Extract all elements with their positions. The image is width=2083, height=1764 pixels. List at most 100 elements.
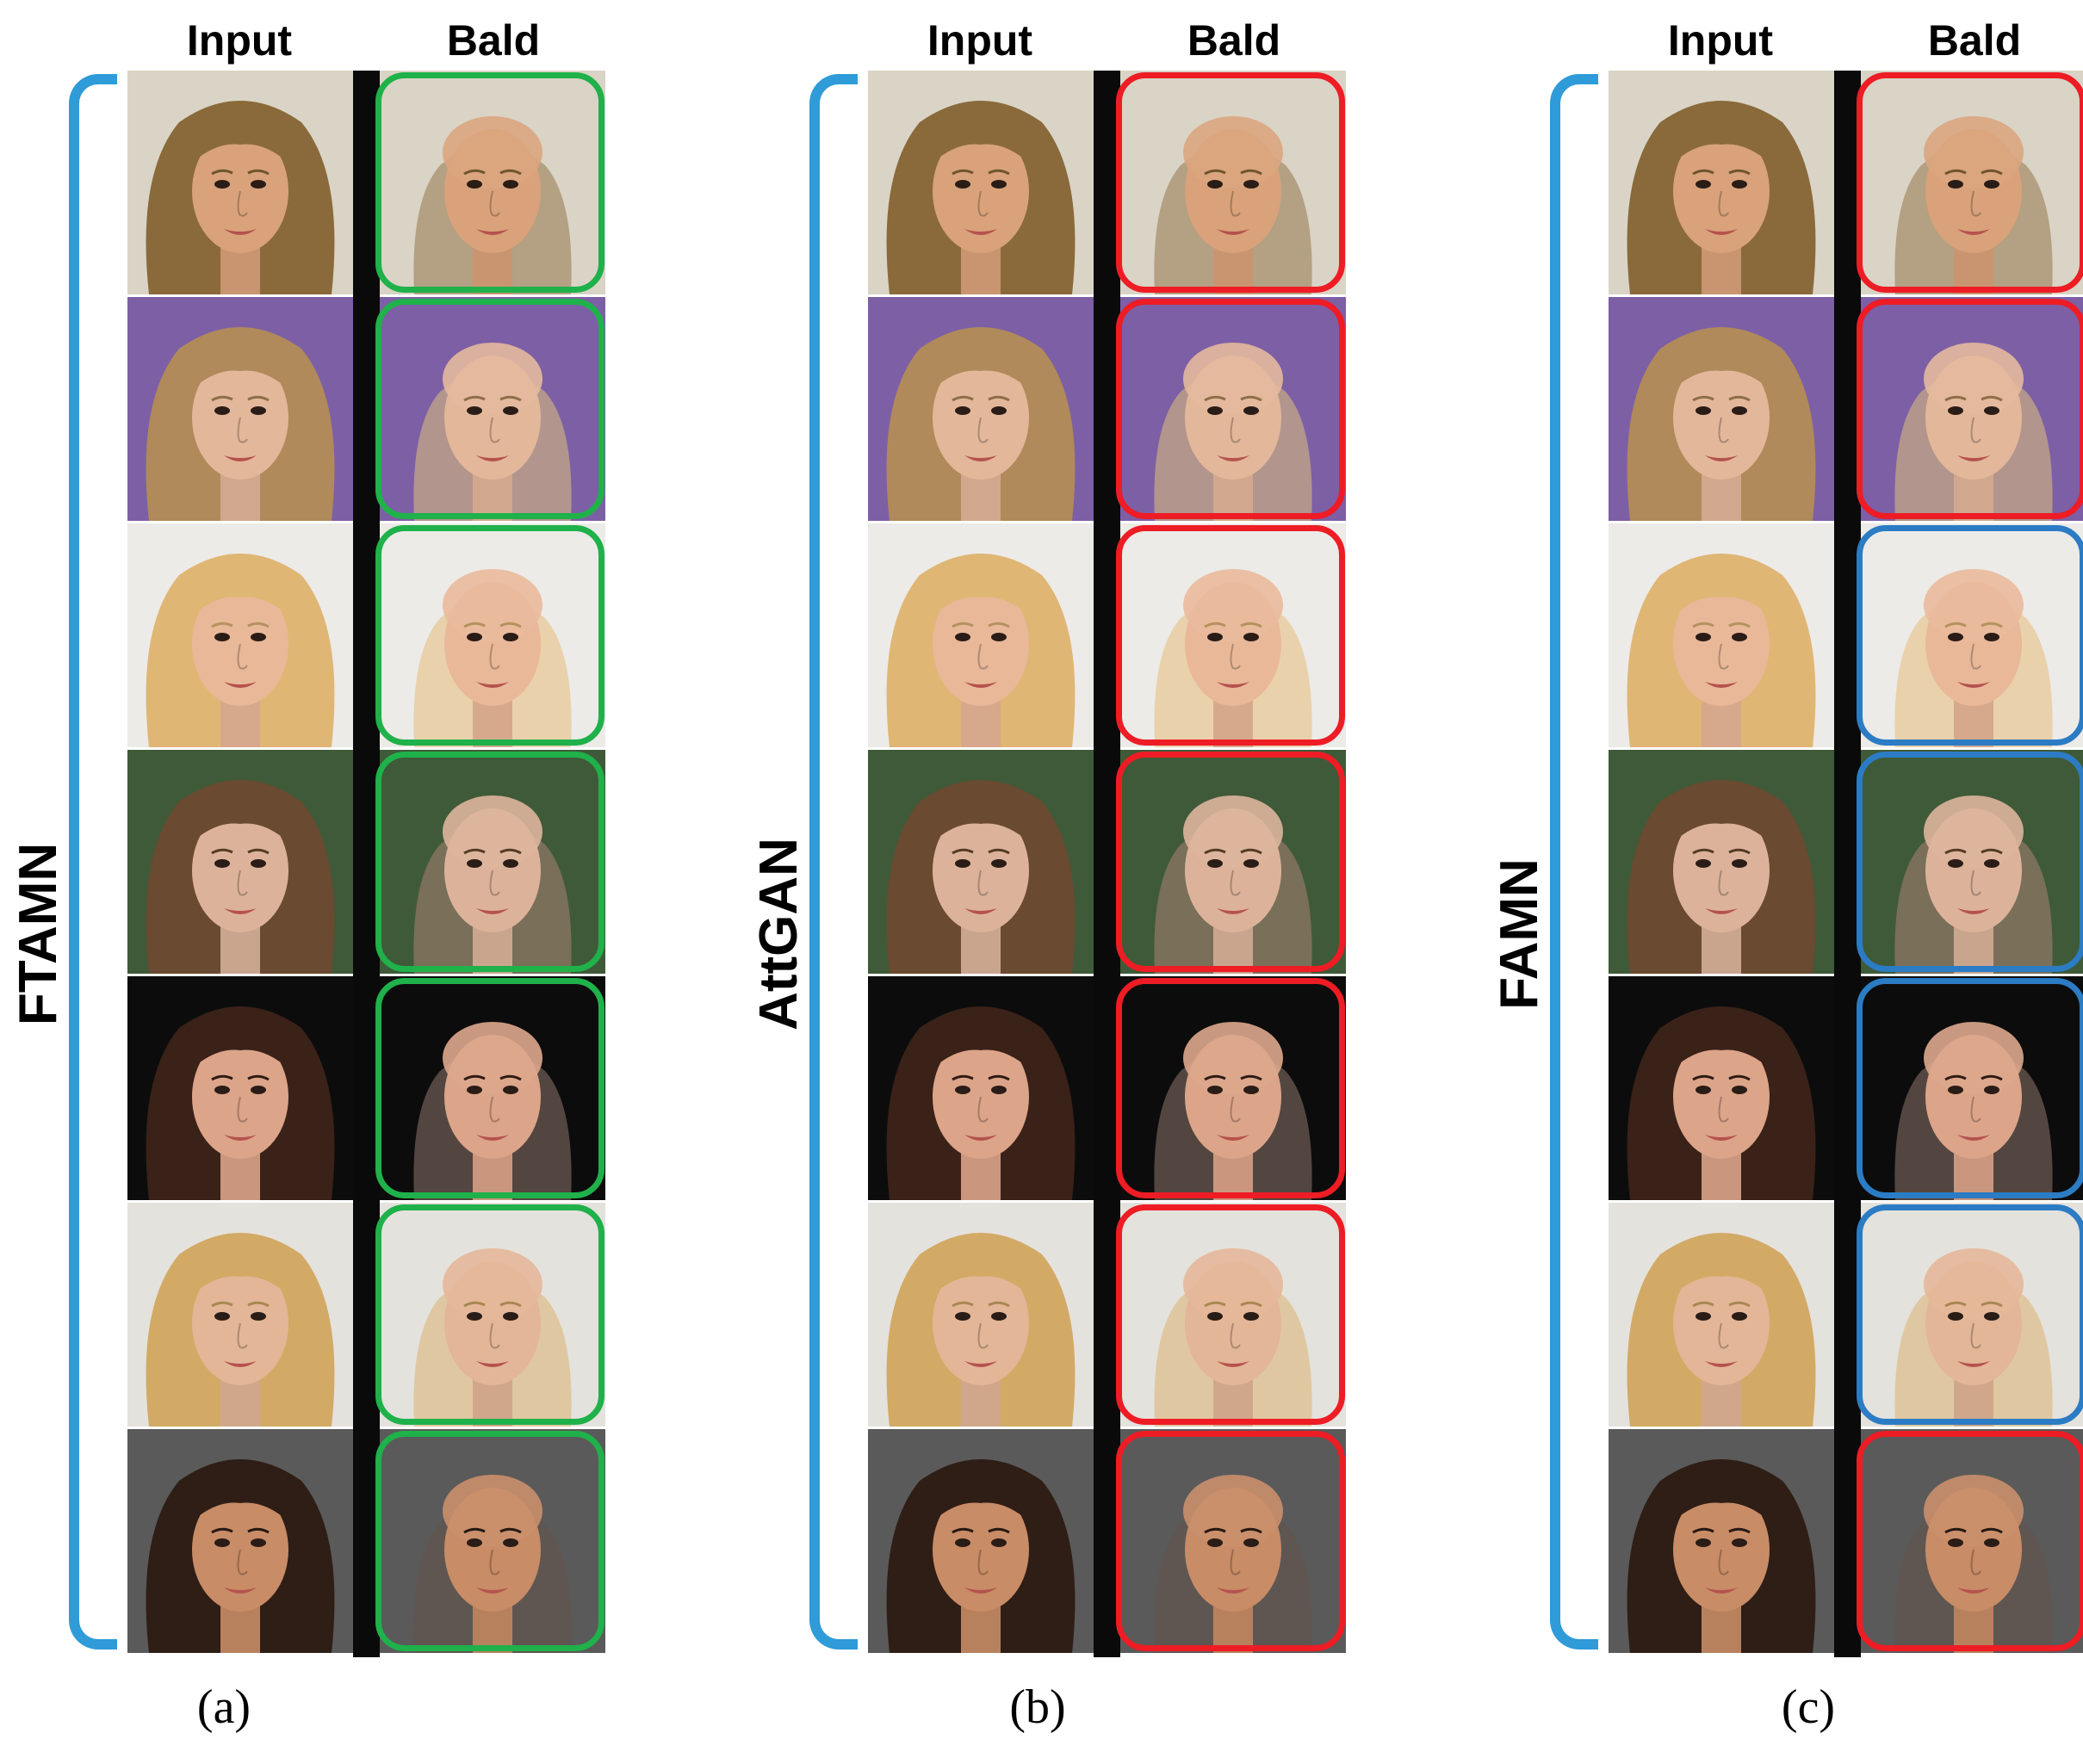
image-row	[127, 1429, 605, 1653]
bald-face-image	[380, 297, 605, 521]
image-strip	[868, 71, 1346, 1657]
image-row	[868, 1203, 1346, 1427]
input-face-image	[868, 297, 1094, 521]
bracket	[1550, 74, 1598, 1649]
frame-blue	[1857, 752, 2083, 972]
bracket	[69, 74, 117, 1649]
image-row	[127, 297, 605, 521]
bald-column-header: Bald	[1927, 16, 2022, 65]
input-face-image	[868, 523, 1094, 747]
column-divider	[353, 71, 380, 1657]
bald-face-image	[380, 71, 605, 294]
input-column-header: Input	[1667, 16, 1774, 65]
bald-face-image	[1120, 750, 1346, 974]
bald-face-image	[1120, 1203, 1346, 1427]
frame-red	[1116, 525, 1345, 746]
image-row	[1609, 71, 2083, 294]
frame-red	[1857, 299, 2083, 519]
image-row	[1609, 750, 2083, 974]
panel-a: Input Bald FTAMN (a)	[0, 0, 605, 1764]
column-divider	[1094, 71, 1120, 1657]
image-row	[127, 523, 605, 747]
panel-c: Input Bald FAMN (c)	[1481, 0, 2083, 1764]
bald-face-image	[1861, 750, 2083, 974]
frame-green	[375, 299, 604, 519]
bald-face-image	[1861, 1429, 2083, 1653]
frame-red	[1116, 752, 1345, 972]
bald-face-image	[1120, 71, 1346, 294]
frame-green	[375, 525, 604, 746]
frame-red	[1116, 299, 1345, 519]
method-label: AttGAN	[749, 838, 809, 1031]
frame-green	[375, 752, 604, 972]
input-column-header: Input	[186, 16, 293, 65]
image-row	[127, 1203, 605, 1427]
sub-label-b: (b)	[1009, 1680, 1066, 1734]
input-face-image	[127, 71, 353, 294]
bald-column-header: Bald	[1187, 16, 1281, 65]
bald-face-image	[1861, 297, 2083, 521]
image-row	[1609, 297, 2083, 521]
frame-red	[1116, 1204, 1345, 1425]
input-face-image	[868, 1429, 1094, 1653]
frame-green	[375, 1204, 604, 1425]
image-row	[868, 71, 1346, 294]
input-face-image	[1609, 1429, 1834, 1653]
image-row	[1609, 1429, 2083, 1653]
bald-face-image	[380, 976, 605, 1200]
image-row	[868, 750, 1346, 974]
frame-blue	[1857, 1204, 2083, 1425]
bald-face-image	[1861, 976, 2083, 1200]
input-face-image	[1609, 71, 1834, 294]
sub-label-a: (a)	[196, 1680, 251, 1734]
bald-face-image	[1120, 523, 1346, 747]
input-face-image	[127, 297, 353, 521]
frame-green	[375, 72, 604, 293]
input-face-image	[127, 750, 353, 974]
bald-face-image	[380, 750, 605, 974]
image-row	[1609, 1203, 2083, 1427]
image-row	[127, 750, 605, 974]
bald-face-image	[1861, 71, 2083, 294]
input-face-image	[127, 1203, 353, 1427]
frame-green	[375, 978, 604, 1198]
input-face-image	[1609, 1203, 1834, 1427]
frame-green	[375, 1431, 604, 1651]
input-face-image	[127, 976, 353, 1200]
image-strip	[1609, 71, 2083, 1657]
image-row	[127, 976, 605, 1200]
frame-red	[1116, 1431, 1345, 1651]
image-row	[868, 976, 1346, 1200]
frame-blue	[1857, 525, 2083, 746]
sub-label-c: (c)	[1781, 1680, 1836, 1734]
method-label: FTAMN	[9, 842, 68, 1026]
bald-face-image	[380, 1203, 605, 1427]
method-label: FAMN	[1490, 858, 1549, 1010]
column-divider	[1834, 71, 1861, 1657]
bald-face-image	[1120, 1429, 1346, 1653]
bracket	[809, 74, 858, 1649]
input-column-header: Input	[927, 16, 1033, 65]
input-face-image	[868, 71, 1094, 294]
image-row	[868, 523, 1346, 747]
image-strip	[127, 71, 605, 1657]
bald-face-image	[1861, 523, 2083, 747]
image-row	[868, 297, 1346, 521]
bald-face-image	[1120, 976, 1346, 1200]
panel-b: Input Bald AttGAN (b)	[741, 0, 1346, 1764]
image-row	[1609, 976, 2083, 1200]
input-face-image	[127, 1429, 353, 1653]
input-face-image	[1609, 976, 1834, 1200]
bald-face-image	[380, 523, 605, 747]
input-face-image	[868, 750, 1094, 974]
input-face-image	[1609, 523, 1834, 747]
bald-column-header: Bald	[446, 16, 541, 65]
input-face-image	[868, 976, 1094, 1200]
input-face-image	[868, 1203, 1094, 1427]
input-face-image	[1609, 297, 1834, 521]
frame-blue	[1857, 978, 2083, 1198]
frame-red	[1857, 72, 2083, 293]
frame-red	[1857, 1431, 2083, 1651]
image-row	[868, 1429, 1346, 1653]
input-face-image	[1609, 750, 1834, 974]
